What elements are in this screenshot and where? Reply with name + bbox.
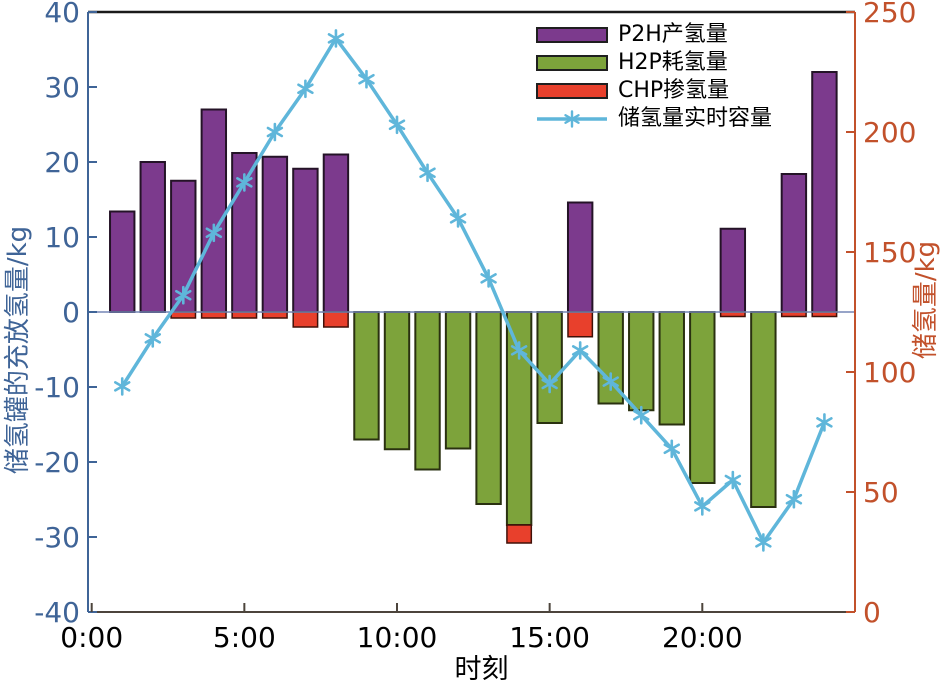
storage-marker-h10 [388, 119, 406, 131]
bar-chp-h6 [261, 311, 288, 319]
bar-h2p-h22 [750, 311, 777, 508]
storage-marker-h13 [480, 273, 497, 284]
storage-marker-h8 [327, 33, 345, 44]
x-tick-label: 10:00 [357, 621, 438, 654]
storage-marker-h9 [358, 73, 375, 85]
left-axis-title: 储氢罐的充放氢量/kg [3, 226, 33, 474]
bar-p2h-h21 [719, 227, 747, 313]
storage-marker-h19 [663, 443, 680, 455]
legend-item-p2h: P2H产氢量 [536, 24, 772, 46]
storage-marker-h17 [602, 376, 619, 387]
bar-h2p-h11 [414, 311, 441, 471]
bar-h2p-h19 [658, 311, 685, 426]
storage-marker-h24 [816, 417, 833, 428]
bar-chp-h4 [200, 311, 227, 319]
storage-marker-h16 [571, 345, 589, 356]
bar-p2h-h23 [780, 173, 808, 313]
storage-marker-h4 [205, 227, 223, 239]
x-tick-label: 5:00 [213, 621, 276, 654]
bar-h2p-h18 [628, 311, 655, 412]
bar-chp-h14 [506, 524, 533, 544]
left-tick-label: -40 [34, 596, 80, 629]
bar-chp-h7 [292, 311, 319, 328]
bar-h2p-h20 [689, 311, 716, 484]
bar-chp-h3 [170, 311, 197, 319]
right-axis-title: 储氢量/kg [911, 241, 941, 359]
storage-marker-h7 [297, 83, 314, 95]
storage-marker-h15 [541, 378, 558, 390]
left-tick-label: 30 [44, 71, 80, 104]
bar-p2h-h24 [811, 71, 838, 313]
legend-label-p2h: P2H产氢量 [618, 22, 728, 47]
right-tick-label: 200 [863, 116, 916, 149]
right-tick-label: 100 [863, 356, 916, 389]
storage-marker-h14 [510, 345, 528, 356]
legend-label-storage: 储氢量实时容量 [618, 106, 773, 131]
bar-h2p-h15 [536, 311, 563, 424]
legend-label-h2p: H2P耗氢量 [618, 50, 728, 75]
left-tick-label: 20 [44, 146, 80, 179]
x-tick-label: 0:00 [60, 621, 123, 654]
bar-chp-h16 [567, 311, 594, 338]
legend-item-chp: CHP掺氢量 [536, 80, 772, 102]
h2p-swatch-icon [536, 55, 608, 71]
storage-marker-h21 [724, 474, 742, 486]
bar-h2p-h13 [475, 311, 502, 505]
legend: P2H产氢量 H2P耗氢量 CHP掺氢量 储氢量实时容量 [536, 24, 772, 130]
right-tick-label: 50 [863, 476, 899, 509]
bar-p2h-h7 [292, 167, 319, 313]
left-tick-label: -30 [34, 521, 80, 554]
storage-marker-h11 [419, 167, 436, 179]
x-axis-title: 时刻 [455, 654, 509, 685]
bar-p2h-h1 [109, 210, 136, 313]
bar-chp-h8 [322, 311, 349, 328]
right-tick-label: 0 [863, 596, 881, 629]
left-tick-label: -20 [34, 446, 80, 479]
p2h-swatch-icon [536, 27, 608, 43]
chp-swatch-icon [536, 83, 608, 99]
storage-marker-h20 [694, 501, 711, 512]
bar-h2p-h10 [383, 311, 411, 451]
bar-p2h-h6 [261, 155, 289, 313]
left-tick-label: -10 [34, 371, 80, 404]
legend-item-h2p: H2P耗氢量 [536, 52, 772, 74]
right-tick-label: 150 [863, 236, 916, 269]
bar-chp-h5 [231, 311, 258, 319]
legend-label-chp: CHP掺氢量 [618, 78, 730, 103]
storage-line-sample-icon [536, 110, 608, 128]
storage-marker-h6 [266, 126, 284, 138]
right-tick-label: 250 [863, 0, 916, 29]
storage-marker-h2 [144, 333, 161, 344]
left-tick-label: 0 [62, 296, 80, 329]
storage-marker-h3 [175, 289, 192, 301]
bar-p2h-h2 [139, 161, 166, 313]
storage-marker-h18 [633, 409, 650, 421]
legend-item-storage: 储氢量实时容量 [536, 108, 772, 130]
bar-p2h-h16 [566, 201, 594, 313]
bar-h2p-h9 [353, 311, 380, 441]
storage-marker-h5 [236, 177, 253, 188]
storage-marker-h23 [785, 493, 803, 505]
bar-p2h-h4 [200, 108, 228, 313]
left-tick-label: 10 [44, 221, 80, 254]
left-tick-label: 40 [44, 0, 80, 29]
storage-marker-h22 [755, 537, 772, 548]
x-tick-label: 15:00 [509, 621, 590, 654]
bar-p2h-h8 [322, 153, 350, 313]
x-tick-label: 20:00 [662, 621, 743, 654]
bar-h2p-h12 [444, 311, 472, 450]
storage-marker-h1 [114, 381, 131, 392]
storage-marker-h12 [449, 213, 467, 224]
